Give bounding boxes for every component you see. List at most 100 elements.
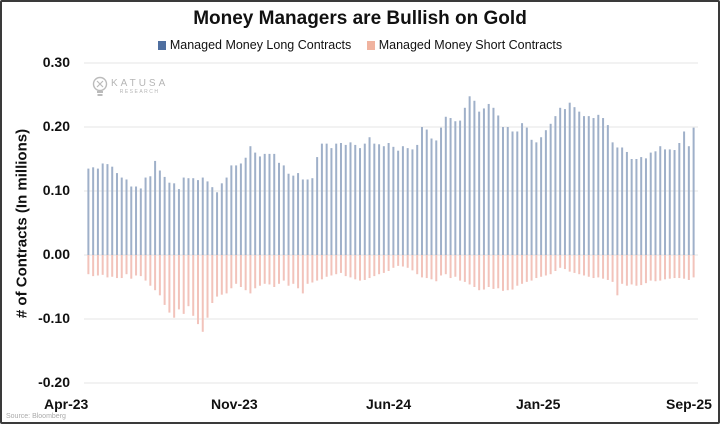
bar-short [568, 255, 571, 272]
bar-long [273, 153, 276, 255]
bar-short [516, 255, 519, 286]
bar-short [87, 255, 90, 275]
bar-long [578, 111, 581, 255]
bar-long [444, 116, 447, 255]
bar-long [220, 183, 223, 255]
bar-long [235, 165, 238, 255]
bar-long [368, 137, 371, 255]
bar-long [683, 131, 686, 255]
bar-long [435, 140, 438, 255]
bar-short [659, 255, 662, 281]
bar-short [401, 255, 404, 267]
bar-short [216, 255, 219, 297]
bar-short [559, 255, 562, 268]
bar-short [416, 255, 419, 275]
bar-long [544, 130, 547, 255]
bar-long [297, 173, 300, 255]
bar-short [459, 255, 462, 281]
bar-short [278, 255, 281, 284]
bar-long [311, 178, 314, 255]
legend: Managed Money Long Contracts Managed Mon… [0, 38, 720, 53]
bar-short [111, 255, 114, 277]
bar-long [335, 143, 338, 255]
bar-long [230, 165, 233, 255]
bar-short [173, 255, 176, 318]
bar-long [258, 156, 261, 255]
bar-short [463, 255, 466, 282]
bar-long [268, 153, 271, 255]
bar-short [235, 255, 238, 284]
bar-long [420, 127, 423, 255]
bar-short [506, 255, 509, 291]
bar-long [506, 127, 509, 255]
bar-short [625, 255, 628, 286]
bar-long [301, 179, 304, 255]
bar-short [187, 255, 190, 307]
bar-long [678, 143, 681, 255]
bar-long [144, 177, 147, 255]
x-tick-label: Apr-23 [44, 396, 89, 412]
bar-long [244, 157, 247, 255]
bar-long [158, 170, 161, 255]
legend-swatch-long [157, 40, 166, 50]
bar-long [349, 142, 352, 255]
bar-short [621, 255, 624, 284]
bar-long [139, 188, 142, 255]
bar-long [282, 165, 285, 255]
y-tick-label: 0.20 [42, 118, 70, 134]
bar-long [644, 158, 647, 255]
bar-short [311, 255, 314, 283]
x-tick-label: Jan-25 [516, 396, 561, 412]
bar-long [687, 146, 690, 255]
bar-short [606, 255, 609, 280]
bar-long [516, 131, 519, 255]
bar-long [454, 121, 457, 256]
bar-short [473, 255, 476, 287]
bar-short [335, 255, 338, 275]
bar-long [187, 178, 190, 255]
bar-short [563, 255, 566, 270]
bar-long [482, 108, 485, 255]
bar-long [196, 180, 199, 255]
bar-long [459, 120, 462, 255]
bar-short [387, 255, 390, 271]
bar-long [535, 142, 538, 255]
legend-label-long: Managed Money Long Contracts [169, 38, 352, 52]
bar-short [382, 255, 385, 273]
bar-long [320, 143, 323, 255]
bar-long [635, 159, 638, 255]
bar-short [135, 255, 138, 276]
bar-short [196, 255, 199, 325]
bar-long [287, 173, 290, 255]
bar-long [616, 147, 619, 255]
bar-long [206, 181, 209, 255]
bar-long [225, 177, 228, 255]
bar-short [230, 255, 233, 289]
bar-short [354, 255, 357, 280]
bar-short [192, 255, 195, 316]
bar-long [673, 150, 676, 255]
bar-long [397, 150, 400, 255]
bar-short [544, 255, 547, 276]
legend-label-short: Managed Money Short Contracts [378, 38, 563, 52]
legend-swatch-short [366, 40, 375, 50]
bar-short [635, 255, 638, 286]
bar-long [339, 143, 342, 255]
x-tick-label: Sep-25 [666, 396, 712, 412]
bar-short [349, 255, 352, 278]
y-tick-label: -0.20 [38, 374, 70, 390]
bar-long [135, 186, 138, 255]
bar-short [168, 255, 171, 313]
bar-short [320, 255, 323, 280]
bar-long [130, 186, 133, 255]
bar-short [611, 255, 614, 282]
bar-long [501, 127, 504, 255]
bar-short [297, 255, 300, 289]
bar-short [640, 255, 643, 286]
bar-short [182, 255, 185, 314]
bar-long [640, 157, 643, 255]
bar-short [106, 255, 109, 278]
legend-item-long: Managed Money Long Contracts [157, 38, 352, 52]
bar-long [306, 179, 309, 255]
bar-short [225, 255, 228, 294]
